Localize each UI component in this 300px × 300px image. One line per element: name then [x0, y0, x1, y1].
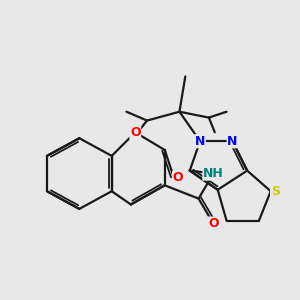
Text: O: O: [130, 126, 141, 139]
Text: S: S: [271, 185, 280, 198]
Text: N: N: [227, 135, 238, 148]
Text: NH: NH: [203, 167, 224, 180]
Text: N: N: [195, 135, 205, 148]
Text: O: O: [208, 217, 219, 230]
Text: O: O: [173, 172, 183, 184]
